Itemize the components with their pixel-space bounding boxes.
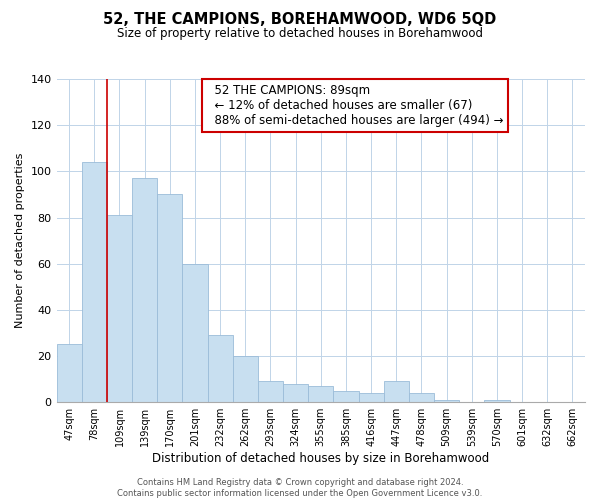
Bar (359, 393, 383, 402)
Text: 52, THE CAMPIONS, BOREHAMWOOD, WD6 5QD: 52, THE CAMPIONS, BOREHAMWOOD, WD6 5QD (103, 12, 497, 28)
Bar (157, 194, 182, 402)
Text: 52 THE CAMPIONS: 89sqm
  ← 12% of detached houses are smaller (67)
  88% of semi: 52 THE CAMPIONS: 89sqm ← 12% of detached… (207, 84, 503, 127)
Bar (107, 215, 132, 402)
Bar (434, 400, 459, 402)
Bar (409, 393, 434, 402)
Text: Size of property relative to detached houses in Borehamwood: Size of property relative to detached ho… (117, 28, 483, 40)
Bar (283, 384, 308, 402)
Bar (82, 162, 107, 402)
Bar (56, 344, 82, 402)
Bar (208, 336, 233, 402)
Bar (132, 178, 157, 402)
X-axis label: Distribution of detached houses by size in Borehamwood: Distribution of detached houses by size … (152, 452, 490, 465)
Bar (308, 386, 334, 402)
Bar (334, 390, 359, 402)
Bar (484, 400, 509, 402)
Bar (233, 356, 258, 402)
Bar (182, 264, 208, 402)
Bar (383, 382, 409, 402)
Y-axis label: Number of detached properties: Number of detached properties (15, 153, 25, 328)
Text: Contains HM Land Registry data © Crown copyright and database right 2024.
Contai: Contains HM Land Registry data © Crown c… (118, 478, 482, 498)
Bar (258, 382, 283, 402)
